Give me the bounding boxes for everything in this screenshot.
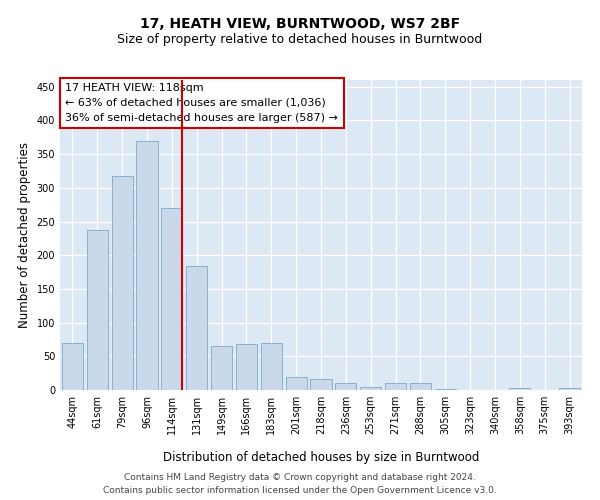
Bar [87,230,108,390]
Bar [310,378,332,390]
Text: Contains HM Land Registry data © Crown copyright and database right 2024.
Contai: Contains HM Land Registry data © Crown c… [103,474,497,495]
Bar [112,176,133,390]
Bar [559,388,580,390]
Bar [236,344,257,390]
Bar [161,208,182,390]
Bar [62,343,83,390]
Text: Distribution of detached houses by size in Burntwood: Distribution of detached houses by size … [163,451,479,464]
Text: 17, HEATH VIEW, BURNTWOOD, WS7 2BF: 17, HEATH VIEW, BURNTWOOD, WS7 2BF [140,18,460,32]
Y-axis label: Number of detached properties: Number of detached properties [18,142,31,328]
Bar [335,384,356,390]
Bar [435,388,456,390]
Bar [385,384,406,390]
Bar [286,376,307,390]
Text: 17 HEATH VIEW: 118sqm
← 63% of detached houses are smaller (1,036)
36% of semi-d: 17 HEATH VIEW: 118sqm ← 63% of detached … [65,83,338,122]
Bar [360,386,381,390]
Bar [186,266,207,390]
Bar [136,140,158,390]
Bar [211,346,232,390]
Bar [509,388,530,390]
Bar [410,384,431,390]
Bar [261,343,282,390]
Text: Size of property relative to detached houses in Burntwood: Size of property relative to detached ho… [118,32,482,46]
